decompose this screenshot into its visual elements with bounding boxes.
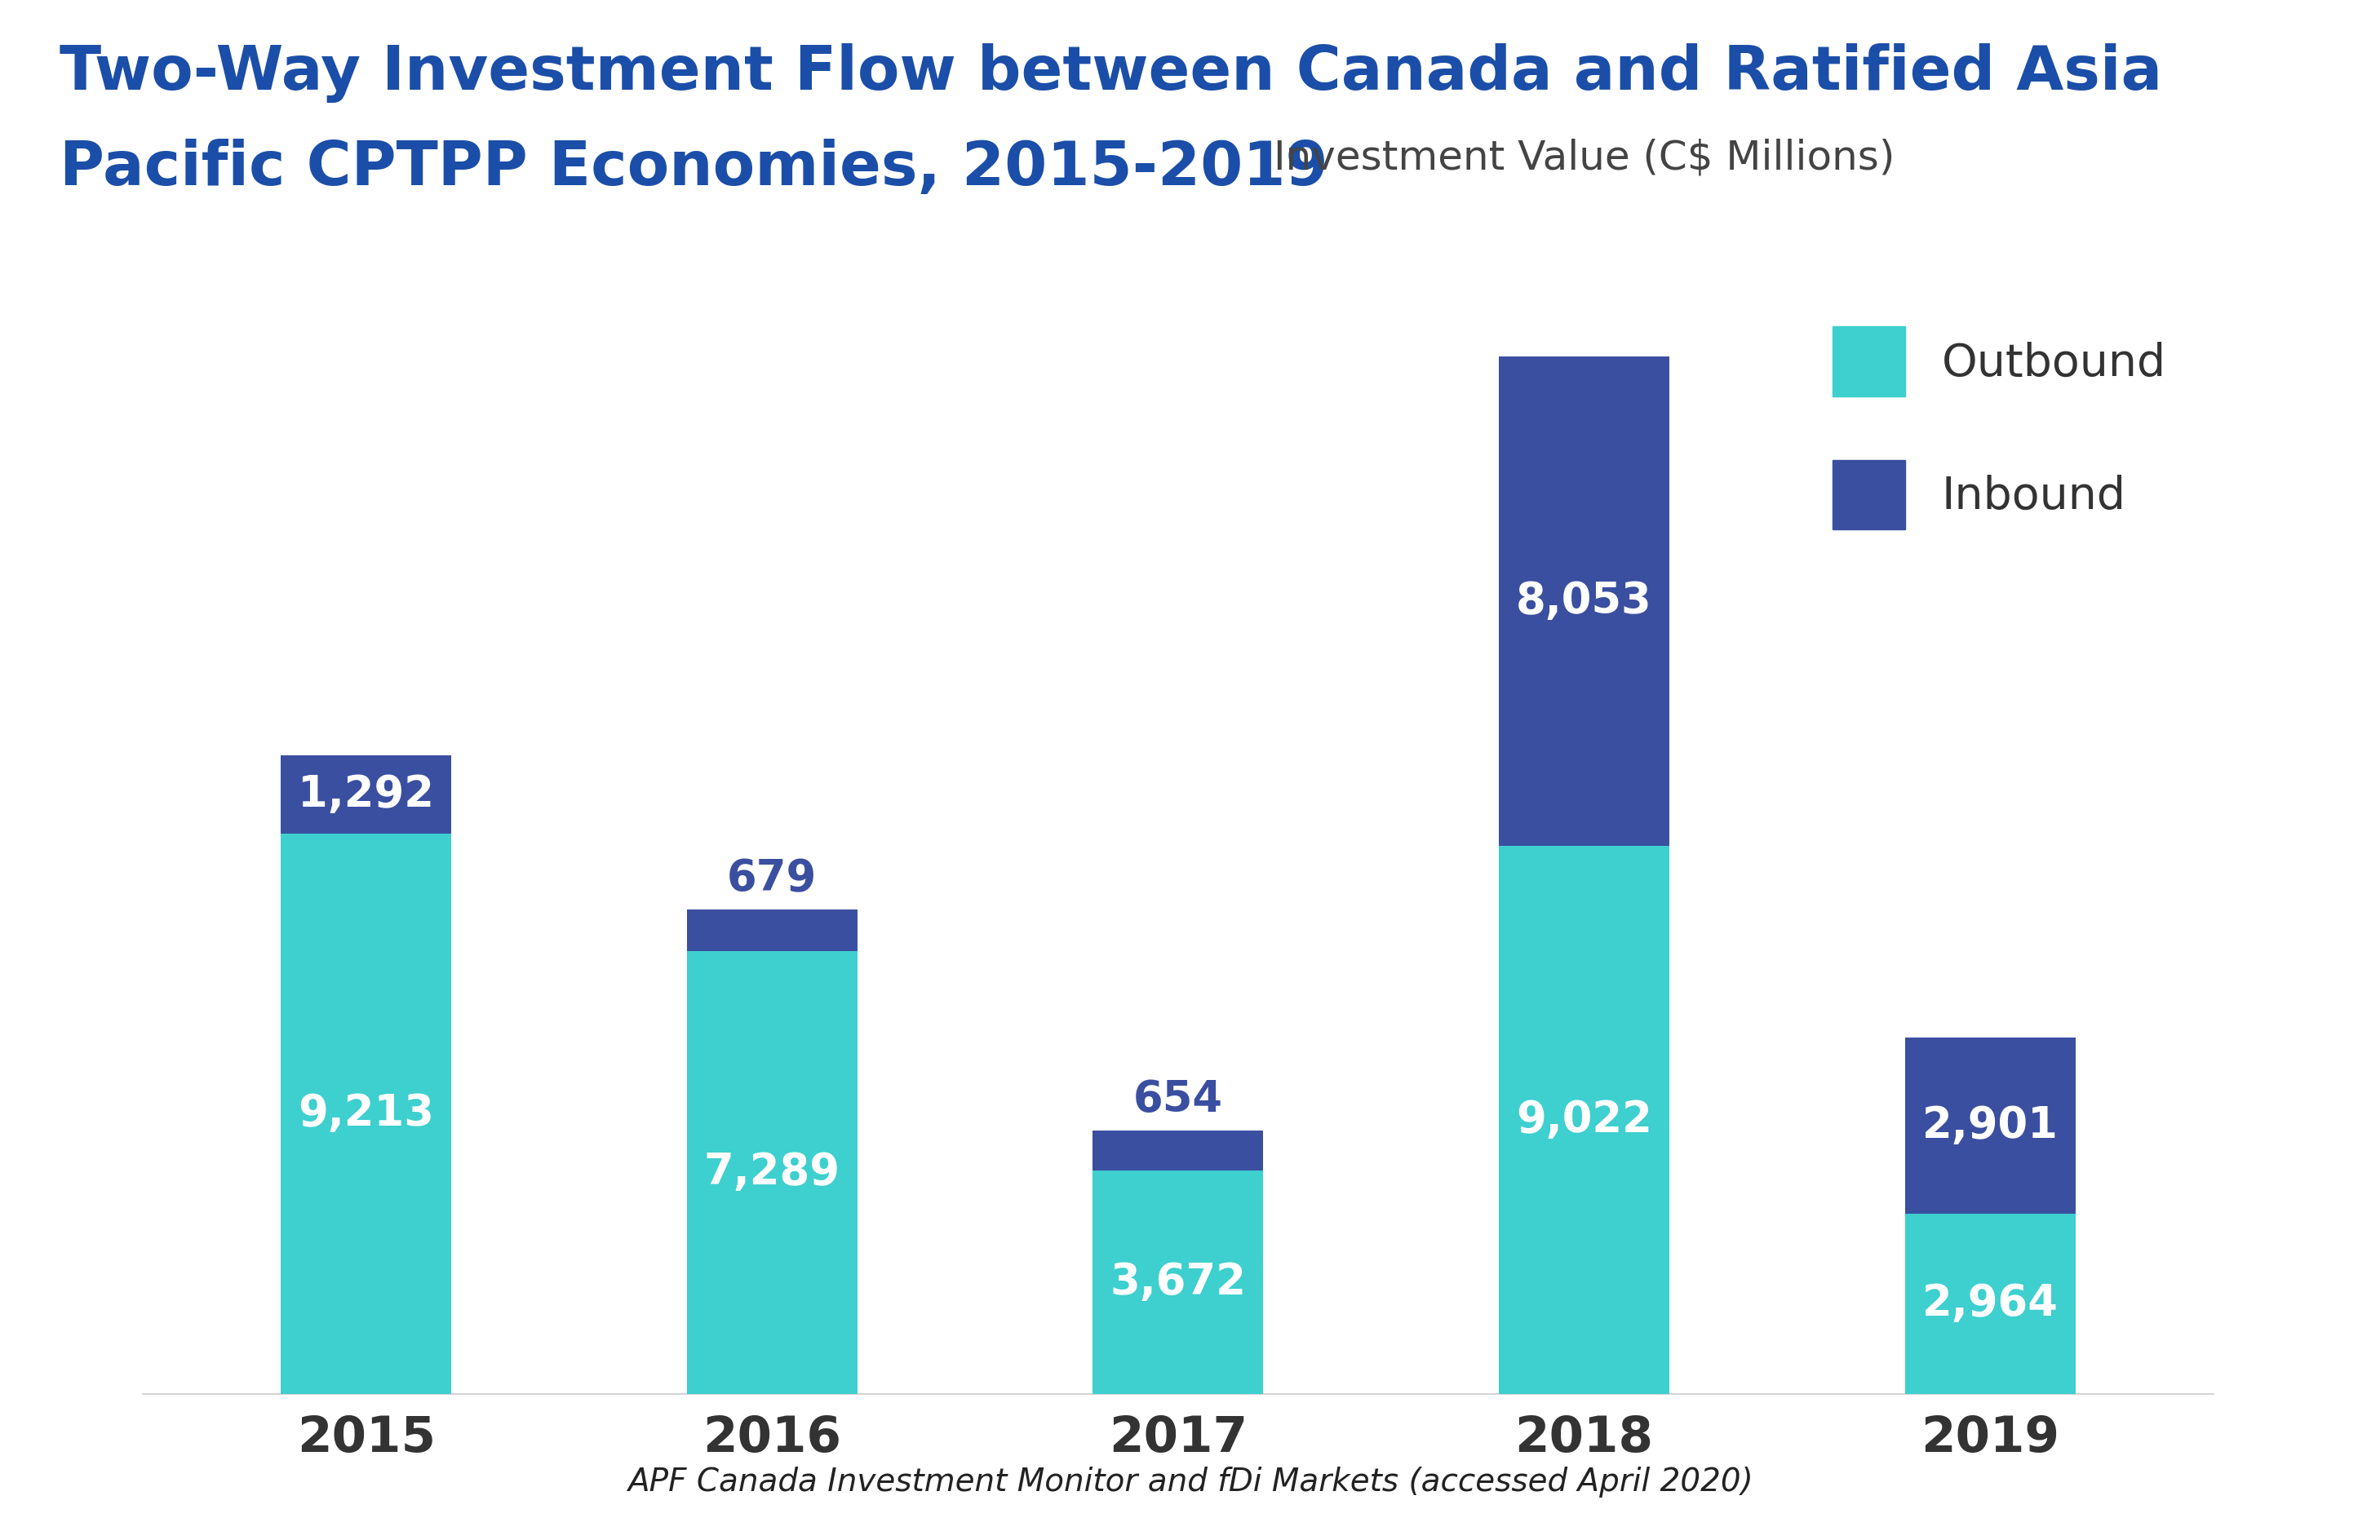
Text: 8,053: 8,053	[1516, 579, 1652, 622]
Bar	[1499, 356, 1668, 845]
Text: 7,289: 7,289	[704, 1150, 840, 1194]
Text: 9,022: 9,022	[1516, 1098, 1652, 1141]
Legend: Outbound, Inbound: Outbound, Inbound	[1787, 280, 2211, 574]
Bar	[1092, 1170, 1264, 1394]
Bar	[1904, 1214, 2075, 1394]
Text: 1,292: 1,292	[298, 773, 433, 816]
Bar	[1092, 1130, 1264, 1170]
Bar	[281, 833, 452, 1394]
Text: Pacific CPTPP Economies, 2015-2019: Pacific CPTPP Economies, 2015-2019	[59, 139, 1328, 199]
Text: Investment Value (C$ Millions): Investment Value (C$ Millions)	[1273, 139, 1894, 177]
Text: APF Canada Investment Monitor and fDi Markets (accessed April 2020): APF Canada Investment Monitor and fDi Ma…	[626, 1466, 1754, 1498]
Text: Two-Way Investment Flow between Canada and Ratified Asia: Two-Way Investment Flow between Canada a…	[59, 43, 2161, 103]
Bar	[281, 755, 452, 833]
Text: 679: 679	[728, 858, 816, 899]
Text: 3,672: 3,672	[1109, 1261, 1247, 1303]
Bar	[688, 910, 857, 950]
Bar	[1499, 845, 1668, 1394]
Text: 9,213: 9,213	[298, 1092, 433, 1135]
Text: 2,964: 2,964	[1923, 1283, 2059, 1324]
Text: 654: 654	[1133, 1078, 1223, 1121]
Text: 2,901: 2,901	[1923, 1104, 2059, 1147]
Bar	[688, 950, 857, 1394]
Bar	[1904, 1038, 2075, 1214]
